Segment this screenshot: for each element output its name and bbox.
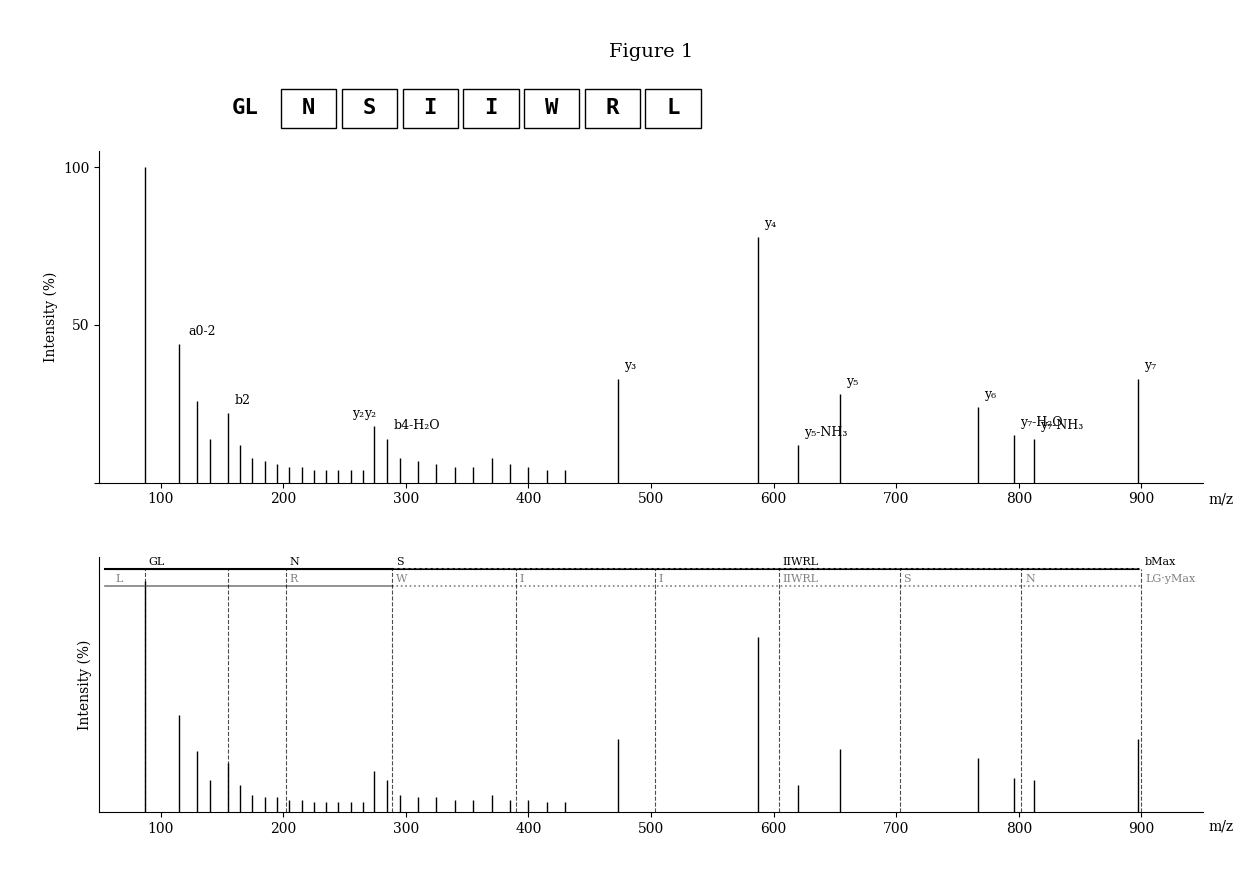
Text: IIWRL: IIWRL (782, 557, 818, 567)
Text: IIWRL: IIWRL (782, 574, 818, 584)
FancyBboxPatch shape (464, 88, 518, 128)
Text: I: I (485, 99, 497, 119)
Text: y₇-NH₃: y₇-NH₃ (1039, 419, 1083, 432)
Text: b4-H₂O: b4-H₂O (393, 419, 440, 432)
FancyBboxPatch shape (342, 88, 397, 128)
Text: R: R (289, 574, 298, 584)
Text: N: N (303, 99, 315, 119)
Y-axis label: Intensity (%): Intensity (%) (43, 272, 57, 362)
Text: S: S (363, 99, 376, 119)
Text: W: W (396, 574, 407, 584)
Text: y₅: y₅ (846, 375, 858, 388)
Text: bMax: bMax (1146, 557, 1177, 567)
Text: y₂: y₂ (352, 407, 365, 420)
Text: y₅-NH₃: y₅-NH₃ (805, 425, 848, 438)
Text: S: S (396, 557, 403, 567)
Text: N: N (289, 557, 299, 567)
Text: m/z: m/z (1209, 492, 1234, 506)
Text: I: I (520, 574, 525, 584)
Text: L: L (115, 574, 123, 584)
Text: R: R (605, 99, 619, 119)
FancyBboxPatch shape (585, 88, 640, 128)
Text: N: N (1025, 574, 1034, 584)
Text: y₃: y₃ (624, 360, 636, 372)
Text: y₂: y₂ (365, 407, 376, 420)
FancyBboxPatch shape (646, 88, 701, 128)
Text: b2: b2 (234, 394, 250, 407)
Text: GL: GL (149, 557, 165, 567)
Text: y₄: y₄ (764, 217, 776, 230)
FancyBboxPatch shape (403, 88, 458, 128)
FancyBboxPatch shape (281, 88, 336, 128)
Text: a0-2: a0-2 (188, 325, 216, 338)
Y-axis label: Intensity (%): Intensity (%) (78, 639, 92, 730)
Text: I: I (424, 99, 436, 119)
Text: y₆: y₆ (985, 388, 997, 401)
FancyBboxPatch shape (525, 88, 579, 128)
Text: y₇: y₇ (1145, 360, 1156, 372)
Text: GL: GL (232, 99, 258, 119)
Text: y₇-H₂O: y₇-H₂O (1021, 416, 1063, 430)
Text: W: W (546, 99, 558, 119)
Text: I: I (658, 574, 663, 584)
Text: Figure 1: Figure 1 (609, 43, 693, 60)
Text: m/z: m/z (1209, 819, 1234, 833)
Text: S: S (904, 574, 911, 584)
Text: LG·yMax: LG·yMax (1146, 574, 1195, 584)
Text: L: L (666, 99, 680, 119)
